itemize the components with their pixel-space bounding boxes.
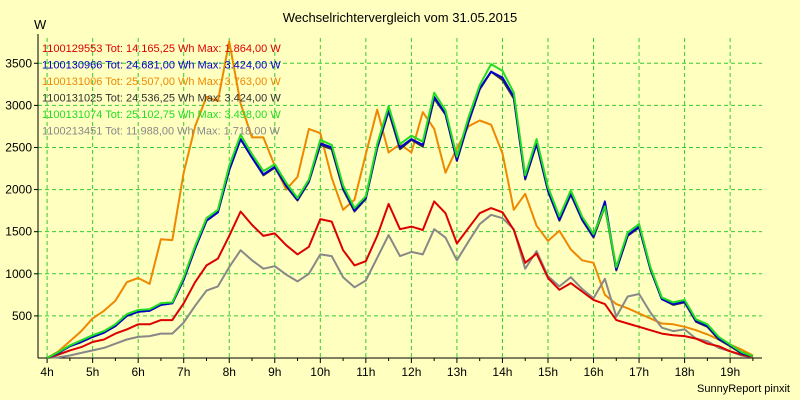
legend-entry: 1100131025 Tot: 24.536,25 Wh Max: 3.424,… [42,93,281,105]
x-tick-label: 17h [629,365,649,379]
x-tick-label: 10h [310,365,330,379]
legend-entry: 1100213451 Tot: 11.988,00 Wh Max: 1.718,… [42,126,281,138]
x-tick-label: 7h [177,365,190,379]
x-tick-label: 13h [447,365,467,379]
x-tick-label: 11h [356,365,375,379]
series-line [46,63,754,359]
x-tick-label: 12h [401,365,421,379]
x-tick-label: 16h [584,365,604,379]
x-tick-label: 19h [720,365,740,379]
series-line [47,213,754,359]
legend-entry: 1100131006 Tot: 25.507,00 Wh Max: 3.763,… [42,76,281,88]
x-tick-label: 18h [675,365,695,379]
y-tick-label: 2000 [5,183,32,197]
series-line [46,70,754,359]
y-tick-label: 500 [12,309,32,323]
y-tick-label: 2500 [5,140,32,154]
credit-label: SunnyReport pinxit [697,383,790,395]
y-tick-label: 3500 [5,56,32,70]
x-tick-label: 4h [40,365,53,379]
y-tick-label: 3000 [5,98,32,112]
chart-title: Wechselrichtervergleich vom 31.05.2015 [282,10,518,25]
legend-entry: 1100129553 Tot: 14.165,25 Wh Max: 1.864,… [42,43,281,55]
x-tick-label: 14h [492,365,512,379]
y-tick-label: 1500 [5,225,32,239]
x-tick-label: 6h [131,365,144,379]
legend-entry: 1100131074 Tot: 25.102,75 Wh Max: 3.498,… [42,109,281,121]
x-tick-label: 15h [538,365,558,379]
y-axis-unit-label: W [34,17,47,32]
legend-entry: 1100130966 Tot: 24.681,00 Wh Max: 3.424,… [42,60,281,72]
x-tick-label: 5h [86,365,99,379]
x-tick-label: 9h [268,365,281,379]
series-line [46,200,754,359]
y-tick-label: 1000 [5,267,32,281]
x-tick-label: 8h [223,365,236,379]
